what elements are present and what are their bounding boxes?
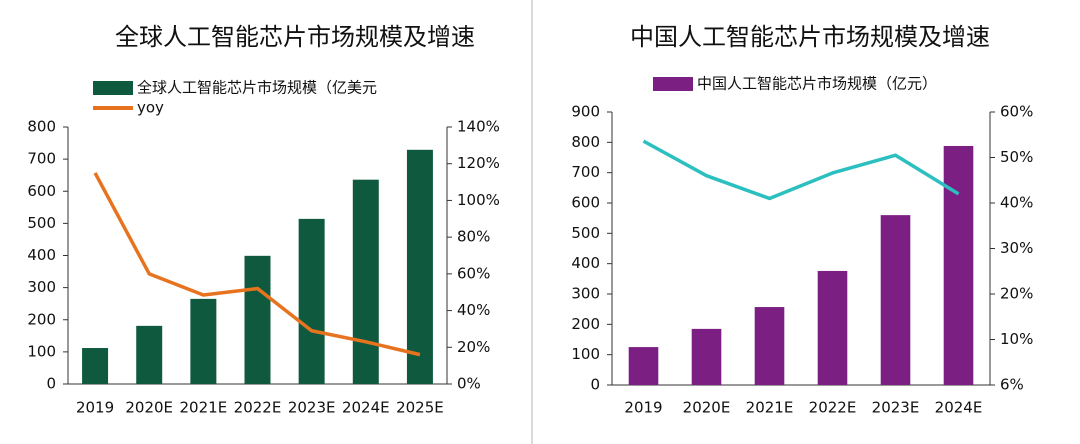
y-tick-label: 800 bbox=[571, 133, 600, 151]
y2-tick-label: 120% bbox=[457, 154, 500, 172]
x-tick-label: 2021E bbox=[746, 399, 794, 417]
bar bbox=[628, 347, 659, 385]
y-tick-label: 700 bbox=[27, 150, 56, 168]
bar bbox=[298, 218, 325, 384]
y-tick-label: 500 bbox=[571, 224, 600, 242]
x-tick-label: 2025E bbox=[396, 399, 444, 417]
line bbox=[93, 172, 421, 357]
x-tick-label: 2024E bbox=[342, 399, 390, 417]
y-tick-label: 600 bbox=[571, 194, 600, 212]
y-tick-label: 100 bbox=[571, 345, 600, 363]
y2-tick-label: 60% bbox=[457, 264, 490, 282]
bar bbox=[244, 255, 271, 384]
chart-title: 全球人工智能芯片市场规模及增速 bbox=[115, 23, 475, 51]
y2-tick-label: 140% bbox=[457, 118, 500, 136]
y-tick-label: 700 bbox=[571, 163, 600, 181]
bar bbox=[406, 149, 433, 384]
y-tick-label: 900 bbox=[571, 103, 600, 121]
chart-title: 中国人工智能芯片市场规模及增速 bbox=[630, 23, 990, 51]
bar bbox=[754, 307, 785, 385]
bar bbox=[817, 270, 848, 385]
y-tick-label: 400 bbox=[27, 246, 56, 264]
y2-tick-label: 60% bbox=[1000, 103, 1033, 121]
y-tick-label: 600 bbox=[27, 182, 56, 200]
bar bbox=[190, 298, 217, 384]
y2-tick-label: 40% bbox=[457, 301, 490, 319]
x-tick-label: 2020E bbox=[683, 399, 731, 417]
legend-label: yoy bbox=[137, 99, 164, 117]
y2-tick-label: 6% bbox=[1000, 376, 1024, 394]
x-tick-label: 2023E bbox=[872, 399, 920, 417]
y2-tick-label: 20% bbox=[457, 338, 490, 356]
x-tick-label: 2019 bbox=[624, 399, 662, 417]
bar bbox=[82, 348, 109, 384]
y-tick-label: 500 bbox=[27, 214, 56, 232]
x-tick-label: 2024E bbox=[935, 399, 983, 417]
bar bbox=[136, 325, 163, 384]
y-tick-label: 300 bbox=[27, 278, 56, 296]
x-tick-label: 2019 bbox=[76, 399, 114, 417]
y-tick-label: 0 bbox=[46, 375, 56, 393]
bar bbox=[880, 215, 911, 385]
legend-label: 全球人工智能芯片市场规模（亿美元 bbox=[137, 79, 377, 97]
x-tick-label: 2023E bbox=[288, 399, 336, 417]
bar bbox=[943, 145, 974, 385]
y-tick-label: 0 bbox=[590, 376, 600, 394]
legend-swatch bbox=[653, 77, 693, 91]
y2-tick-label: 50% bbox=[1000, 148, 1033, 166]
y-tick-label: 400 bbox=[571, 254, 600, 272]
legend-swatch bbox=[93, 81, 133, 95]
y-tick-label: 800 bbox=[27, 118, 56, 136]
y2-tick-label: 100% bbox=[457, 191, 500, 209]
y-tick-label: 200 bbox=[571, 315, 600, 333]
legend-label: 中国人工智能芯片市场规模（亿元） bbox=[697, 75, 937, 93]
y2-tick-label: 0% bbox=[457, 375, 481, 393]
x-tick-label: 2022E bbox=[809, 399, 857, 417]
y2-tick-label: 40% bbox=[1000, 194, 1033, 212]
bar bbox=[691, 328, 722, 385]
y-tick-label: 100 bbox=[27, 342, 56, 360]
y-tick-label: 300 bbox=[571, 285, 600, 303]
y2-tick-label: 20% bbox=[1000, 285, 1033, 303]
y-tick-label: 200 bbox=[27, 310, 56, 328]
y2-tick-label: 80% bbox=[457, 228, 490, 246]
x-tick-label: 2020E bbox=[125, 399, 173, 417]
x-tick-label: 2021E bbox=[180, 399, 228, 417]
y2-tick-label: 10% bbox=[1000, 330, 1033, 348]
line bbox=[642, 139, 960, 201]
x-tick-label: 2022E bbox=[234, 399, 282, 417]
y2-tick-label: 30% bbox=[1000, 239, 1033, 257]
bar bbox=[352, 179, 379, 384]
